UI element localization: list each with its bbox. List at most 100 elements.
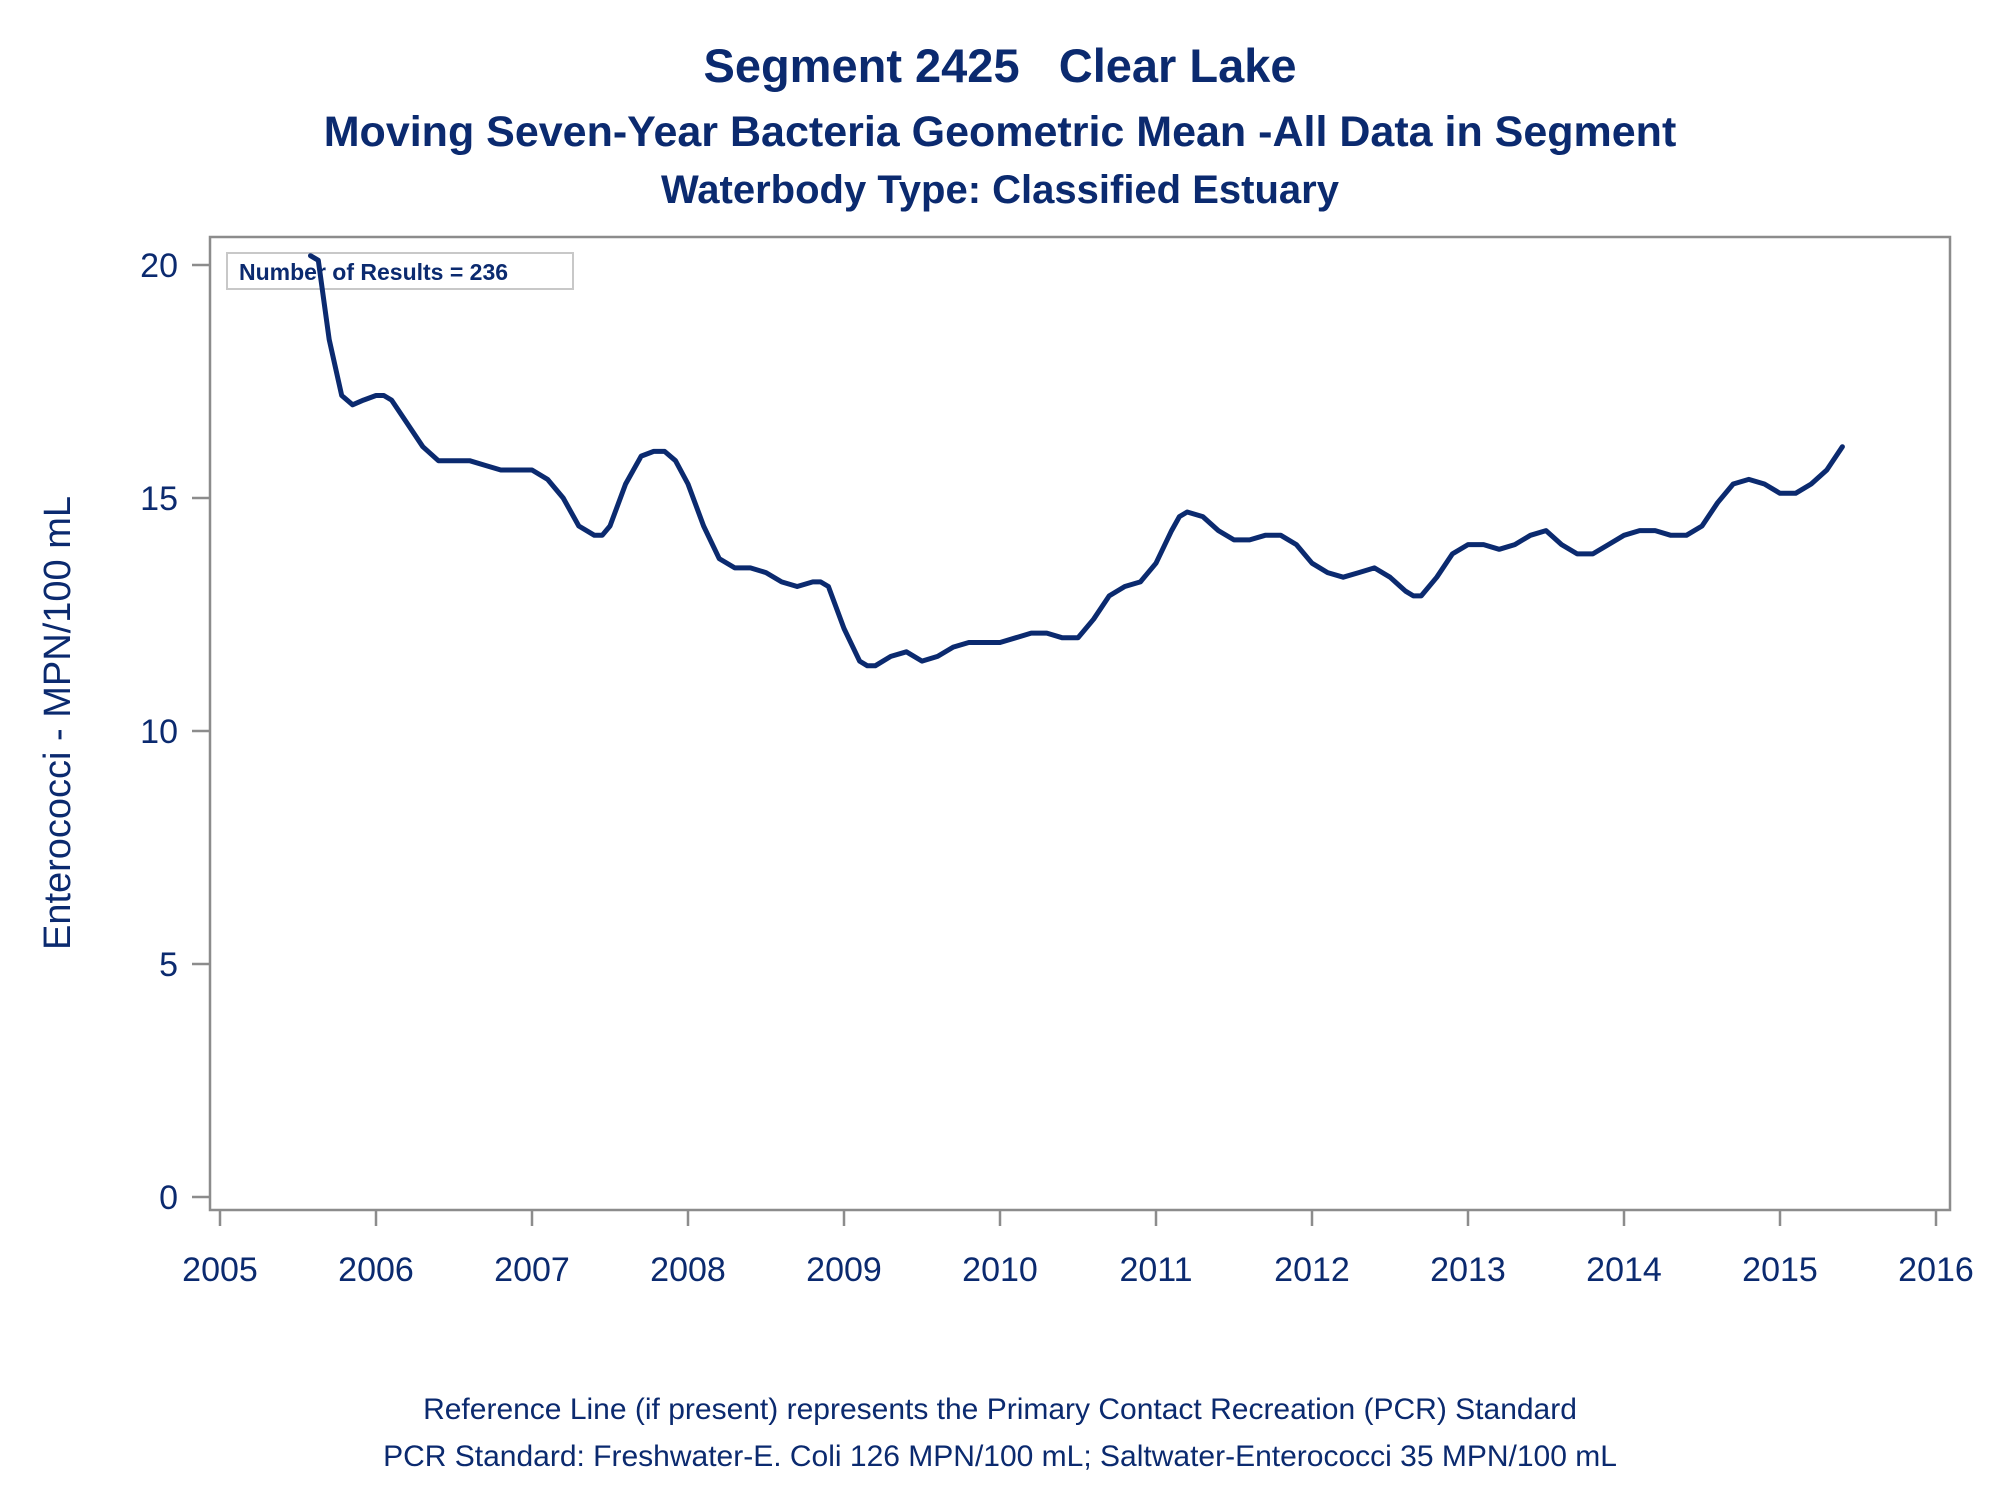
data-point bbox=[547, 479, 548, 480]
data-point bbox=[1608, 544, 1609, 545]
data-point bbox=[953, 647, 954, 648]
data-point bbox=[516, 470, 517, 471]
footnote-reference-line: Reference Line (if present) represents t… bbox=[423, 1393, 1577, 1426]
data-point bbox=[594, 535, 595, 536]
data-point bbox=[363, 400, 364, 401]
data-point bbox=[485, 465, 486, 466]
data-point bbox=[329, 339, 330, 340]
data-point bbox=[1702, 526, 1703, 527]
chart-subtitle: Moving Seven-Year Bacteria Geometric Mea… bbox=[323, 108, 1677, 156]
data-point bbox=[1733, 484, 1734, 485]
data-point bbox=[1343, 577, 1344, 578]
data-point bbox=[1218, 530, 1219, 531]
data-point bbox=[1717, 502, 1718, 503]
results-count-annotation: Number of Results = 236 bbox=[226, 252, 574, 290]
data-point bbox=[1748, 479, 1749, 480]
data-point bbox=[407, 423, 408, 424]
data-point bbox=[1046, 633, 1047, 634]
x-tick-label: 2014 bbox=[1586, 1251, 1662, 1289]
data-point bbox=[422, 446, 423, 447]
data-point bbox=[1561, 544, 1562, 545]
data-point bbox=[781, 581, 782, 582]
x-tick-label: 2016 bbox=[1898, 1251, 1974, 1289]
data-point bbox=[1234, 539, 1235, 540]
data-point bbox=[867, 665, 868, 666]
x-axis: 2005 2006 2007 2008 2009 2010 2011 2012 2013 2014… bbox=[182, 1210, 1974, 1289]
x-tick-label: 2007 bbox=[494, 1251, 570, 1289]
data-point bbox=[1686, 535, 1687, 536]
data-point bbox=[1546, 530, 1547, 531]
data-point bbox=[1764, 484, 1765, 485]
data-point bbox=[1187, 512, 1188, 513]
data-point bbox=[1452, 553, 1453, 554]
data-point bbox=[454, 460, 455, 461]
data-point bbox=[1179, 516, 1180, 517]
chart-title: Segment 2425 Clear Lake bbox=[703, 39, 1297, 92]
data-point bbox=[734, 567, 735, 568]
data-point bbox=[1280, 535, 1281, 536]
data-point bbox=[500, 470, 501, 471]
data-point bbox=[937, 656, 938, 657]
data-point bbox=[1405, 591, 1406, 592]
data-point bbox=[563, 498, 564, 499]
x-tick-label: 2006 bbox=[338, 1251, 414, 1289]
data-point bbox=[391, 400, 392, 401]
data-point bbox=[766, 572, 767, 573]
data-point bbox=[1499, 549, 1500, 550]
data-point bbox=[1202, 516, 1203, 517]
data-point bbox=[1093, 619, 1094, 620]
data-point bbox=[890, 656, 891, 657]
data-point bbox=[750, 567, 751, 568]
data-point bbox=[341, 395, 342, 396]
data-point bbox=[820, 581, 821, 582]
x-tick-label: 2008 bbox=[650, 1251, 726, 1289]
data-point bbox=[578, 526, 579, 527]
data-point bbox=[1109, 595, 1110, 596]
data-point bbox=[1265, 535, 1266, 536]
data-point bbox=[1826, 470, 1827, 471]
plot-frame bbox=[208, 235, 1952, 1212]
data-point bbox=[1577, 553, 1578, 554]
data-point bbox=[1670, 535, 1671, 536]
data-point bbox=[1811, 484, 1812, 485]
data-point bbox=[922, 661, 923, 662]
data-point bbox=[1639, 530, 1640, 531]
y-axis-label: Enterococci - MPN/100 mL bbox=[37, 496, 79, 950]
data-point bbox=[310, 255, 311, 256]
data-point bbox=[1655, 530, 1656, 531]
data-point bbox=[1390, 577, 1391, 578]
data-point bbox=[602, 535, 603, 536]
data-point bbox=[1062, 637, 1063, 638]
data-point bbox=[1124, 586, 1125, 587]
footnote-pcr-standard: PCR Standard: Freshwater-E. Coli 126 MPN… bbox=[383, 1440, 1617, 1473]
x-tick-label: 2005 bbox=[182, 1251, 258, 1289]
data-point bbox=[1078, 637, 1079, 638]
data-point bbox=[1624, 535, 1625, 536]
y-tick-label: 10 bbox=[140, 713, 178, 751]
data-point bbox=[1780, 493, 1781, 494]
data-point bbox=[984, 642, 985, 643]
y-tick-label: 0 bbox=[159, 1179, 178, 1217]
data-point bbox=[1358, 572, 1359, 573]
data-point bbox=[376, 395, 377, 396]
data-point bbox=[906, 651, 907, 652]
data-point bbox=[469, 460, 470, 461]
data-point bbox=[1374, 567, 1375, 568]
data-point bbox=[797, 586, 798, 587]
x-tick-label: 2015 bbox=[1742, 1251, 1818, 1289]
data-point bbox=[1015, 637, 1016, 638]
data-point bbox=[625, 484, 626, 485]
data-point bbox=[844, 628, 845, 629]
data-point bbox=[1530, 535, 1531, 536]
data-point bbox=[1413, 595, 1414, 596]
annotation-box bbox=[226, 252, 574, 290]
waterbody-type-subtitle: Waterbody Type: Classified Estuary bbox=[661, 168, 1339, 212]
data-point bbox=[859, 661, 860, 662]
x-tick-label: 2010 bbox=[962, 1251, 1038, 1289]
data-point bbox=[641, 456, 642, 457]
data-point bbox=[688, 484, 689, 485]
data-point bbox=[438, 460, 439, 461]
data-point bbox=[1312, 563, 1313, 564]
data-point bbox=[1842, 446, 1843, 447]
